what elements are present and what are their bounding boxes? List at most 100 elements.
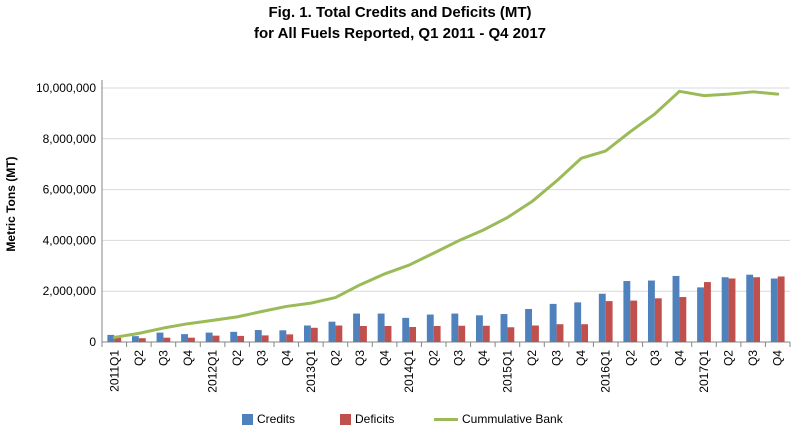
bar-deficits [605, 301, 613, 342]
x-tick-label: 2011Q1 [107, 350, 121, 392]
bar-credits [574, 302, 582, 342]
x-tick-label: Q3 [353, 350, 367, 366]
x-tick-label: Q2 [722, 350, 736, 366]
bar-deficits [630, 300, 638, 342]
x-tick-label: Q2 [132, 350, 146, 366]
legend-item-cumulative-bank: Cummulative Bank [434, 412, 563, 426]
x-tick-label: Q3 [550, 350, 564, 366]
legend-label-cumulative-bank: Cummulative Bank [462, 412, 563, 426]
x-tick-label: Q2 [525, 350, 539, 366]
x-tick-label: Q4 [574, 350, 588, 366]
bar-credits [181, 334, 188, 342]
bar-deficits [654, 298, 662, 342]
bar-deficits [360, 325, 367, 342]
x-tick-label: Q2 [328, 350, 342, 366]
bar-credits [697, 287, 704, 342]
x-tick-label: Q2 [230, 350, 244, 366]
bar-credits [254, 330, 262, 342]
bar-deficits [384, 325, 392, 342]
legend: Credits Deficits Cummulative Bank [0, 412, 800, 430]
legend-item-deficits: Deficits [340, 412, 394, 426]
bar-deficits [753, 277, 761, 342]
bar-deficits [433, 325, 441, 342]
chart-title: Fig. 1. Total Credits and Deficits (MT) … [0, 2, 800, 44]
bar-deficits [237, 335, 245, 342]
bar-credits [156, 332, 164, 342]
bar-deficits [286, 334, 294, 342]
bar-credits [377, 313, 385, 342]
bar-deficits [482, 325, 490, 342]
y-tick-label: 8,000,000 [43, 132, 97, 146]
x-tick-label: Q4 [476, 350, 490, 366]
bar-credits [746, 274, 754, 342]
bar-deficits [532, 325, 539, 342]
bar-deficits [581, 324, 589, 342]
bar-credits [402, 317, 410, 342]
bar-credits [279, 330, 287, 342]
bar-credits [721, 277, 729, 342]
bar-credits [451, 313, 459, 342]
bar-deficits [163, 337, 171, 342]
legend-swatch-credits [242, 413, 253, 425]
x-tick-label: Q3 [648, 350, 662, 366]
bar-credits [598, 293, 606, 342]
x-tick-label: Q3 [255, 350, 269, 366]
x-tick-label: 2016Q1 [599, 350, 613, 393]
bar-credits [525, 308, 532, 342]
x-tick-label: Q2 [623, 350, 637, 366]
bar-deficits [261, 335, 269, 342]
legend-swatch-deficits [340, 413, 351, 425]
y-tick-label: 6,000,000 [43, 183, 97, 197]
y-tick-label: 2,000,000 [43, 284, 97, 298]
legend-item-credits: Credits [242, 412, 295, 426]
bar-credits [353, 313, 360, 342]
bar-deficits [212, 335, 220, 342]
x-tick-label: Q2 [427, 350, 441, 366]
bar-deficits [704, 282, 711, 342]
x-tick-label: Q4 [672, 350, 686, 366]
bar-deficits [188, 337, 195, 342]
bar-deficits [458, 325, 466, 342]
bar-deficits [507, 327, 515, 342]
x-tick-label: 2014Q1 [402, 350, 416, 393]
bar-deficits [138, 338, 146, 342]
x-tick-label: Q4 [771, 350, 785, 366]
bar-credits [230, 331, 238, 342]
bar-credits [131, 336, 139, 342]
bar-credits [475, 315, 483, 342]
bar-credits [107, 334, 115, 342]
bar-credits [647, 280, 655, 342]
bar-deficits [310, 327, 318, 342]
bar-deficits [728, 278, 736, 342]
bar-credits [549, 303, 557, 342]
x-tick-label: 2012Q1 [206, 350, 220, 393]
bar-credits [623, 281, 631, 342]
bar-credits [205, 332, 213, 342]
y-tick-label: 10,000,000 [36, 81, 96, 95]
legend-label-deficits: Deficits [355, 412, 395, 426]
bar-credits [303, 325, 311, 342]
bar-deficits [556, 324, 564, 342]
line-series-cummulative-bank [112, 89, 780, 339]
bar-credits [770, 278, 778, 342]
bar-deficits [114, 337, 122, 342]
bar-deficits [409, 327, 417, 342]
x-tick-label: Q4 [378, 350, 392, 366]
bar-deficits [679, 297, 687, 342]
x-tick-label: Q4 [279, 350, 293, 366]
bar-deficits [777, 276, 785, 342]
bar-credits [500, 314, 508, 342]
bar-deficits [335, 325, 343, 342]
bar-credits [328, 321, 336, 342]
x-tick-label: Q3 [451, 350, 465, 366]
x-tick-label: 2015Q1 [500, 350, 514, 393]
x-tick-label: Q3 [746, 350, 760, 366]
x-tick-label: Q4 [181, 350, 195, 366]
legend-label-credits: Credits [257, 412, 296, 426]
y-tick-label: 4,000,000 [43, 233, 97, 247]
x-tick-label: 2013Q1 [304, 350, 318, 393]
chart-title-line2: for All Fuels Reported, Q1 2011 - Q4 201… [253, 25, 547, 42]
bar-credits [426, 314, 434, 342]
chart-title-line1: Fig. 1. Total Credits and Deficits (MT) [268, 4, 532, 21]
